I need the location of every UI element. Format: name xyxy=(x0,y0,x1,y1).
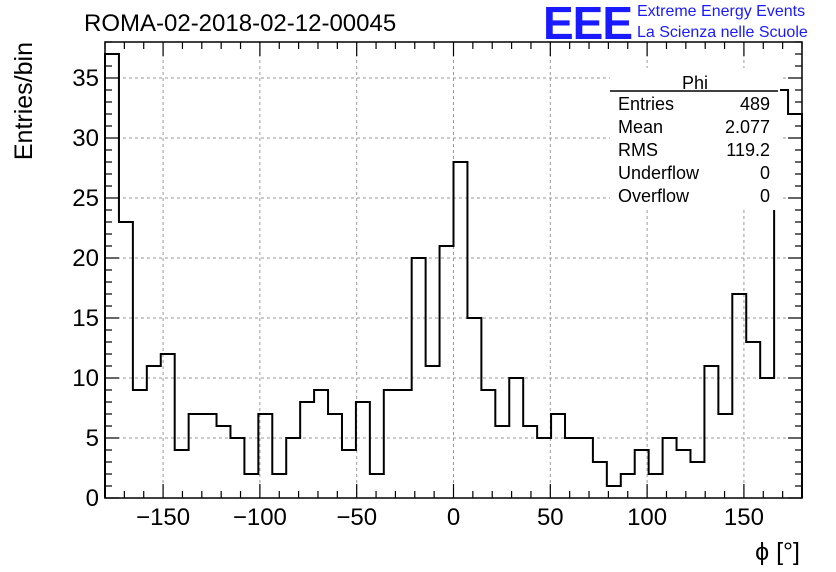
y-tick-label: 15 xyxy=(72,305,99,332)
histogram-bin xyxy=(509,378,523,498)
chart-title: ROMA-02-2018-02-12-00045 xyxy=(84,10,397,37)
histogram-bin xyxy=(732,294,746,498)
logo-subtitle-1: Extreme Energy Events xyxy=(637,3,806,20)
x-tick-label: 50 xyxy=(537,504,564,531)
stats-box-title: Phi xyxy=(682,73,708,93)
histogram-bin xyxy=(370,474,384,498)
y-tick-label: 0 xyxy=(86,485,99,512)
histogram-bin xyxy=(579,438,593,498)
histogram-bin xyxy=(398,390,412,498)
histogram-bin xyxy=(189,414,203,498)
histogram-bin xyxy=(300,402,314,498)
histogram-bin xyxy=(454,162,468,498)
histogram-bin xyxy=(328,414,342,498)
histogram-bin xyxy=(551,414,565,498)
stats-label: Overflow xyxy=(618,186,690,206)
stats-value: 0 xyxy=(760,186,770,206)
y-tick-label: 5 xyxy=(86,425,99,452)
axis-ticks xyxy=(104,41,803,499)
histogram-bin xyxy=(649,474,663,498)
eee-logo: EEE xyxy=(543,0,633,49)
y-tick-label: 35 xyxy=(72,65,99,92)
x-tick-label: −100 xyxy=(233,504,287,531)
x-tick-label: 150 xyxy=(724,504,764,531)
y-tick-label: 25 xyxy=(72,185,99,212)
histogram-bin xyxy=(663,438,677,498)
y-tick-label: 10 xyxy=(72,365,99,392)
histogram-bin xyxy=(760,378,774,498)
stats-value: 2.077 xyxy=(725,117,770,137)
histogram-bin xyxy=(481,390,495,498)
stats-value: 489 xyxy=(740,94,770,114)
logo-subtitle-2: La Scienza nelle Scuole xyxy=(637,24,808,41)
histogram-bin xyxy=(147,366,161,498)
histogram-bin xyxy=(161,354,175,498)
x-tick-label: −150 xyxy=(136,504,190,531)
histogram-bin xyxy=(426,366,440,498)
histogram-bin xyxy=(718,414,732,498)
histogram-outline xyxy=(104,53,803,498)
x-tick-label: −50 xyxy=(336,504,377,531)
histogram-bin xyxy=(523,426,537,498)
histogram-bin xyxy=(314,390,328,498)
y-tick-label: 20 xyxy=(72,245,99,272)
y-axis-label: Entries/bin xyxy=(10,42,38,160)
stats-value: 119.2 xyxy=(726,140,770,160)
stats-label: Entries xyxy=(618,94,674,114)
histogram-bin xyxy=(119,222,133,498)
histogram-bin xyxy=(384,390,398,498)
histogram-bin xyxy=(175,450,189,498)
histogram-bin xyxy=(746,342,760,498)
histogram-bin xyxy=(565,438,579,498)
histogram-bin xyxy=(203,414,217,498)
stats-label: Underflow xyxy=(618,163,700,183)
x-tick-label: 0 xyxy=(447,504,460,531)
histogram-bin xyxy=(495,426,509,498)
histogram-bin xyxy=(690,462,704,498)
x-tick-label: 100 xyxy=(627,504,667,531)
histogram-bin xyxy=(133,390,147,498)
y-tick-label: 30 xyxy=(72,125,99,152)
histogram-bin xyxy=(105,54,119,498)
histogram-bin xyxy=(467,318,481,498)
histogram-bin xyxy=(342,450,356,498)
x-axis-label: ϕ [°] xyxy=(755,538,800,566)
histogram-bin xyxy=(217,426,231,498)
histogram-bin xyxy=(677,450,691,498)
histogram-bin xyxy=(286,438,300,498)
tick-labels: −150 −100 −50 0 50 100 150 0 5 10 15 20 25 30 35 xyxy=(72,65,764,531)
histogram-bin xyxy=(537,438,551,498)
histogram-bin xyxy=(230,438,244,498)
histogram-bin xyxy=(356,402,370,498)
stats-value: 0 xyxy=(760,163,770,183)
histogram-bin xyxy=(244,474,258,498)
histogram-bin xyxy=(412,258,426,498)
histogram-bin xyxy=(593,462,607,498)
histogram-bin xyxy=(440,246,454,498)
stats-box: Phi Entries 489 Mean 2.077 RMS 119.2 Underflow… xyxy=(610,68,780,210)
histogram-bin xyxy=(704,366,718,498)
stats-label: Mean xyxy=(618,117,663,137)
stats-label: RMS xyxy=(618,140,658,160)
